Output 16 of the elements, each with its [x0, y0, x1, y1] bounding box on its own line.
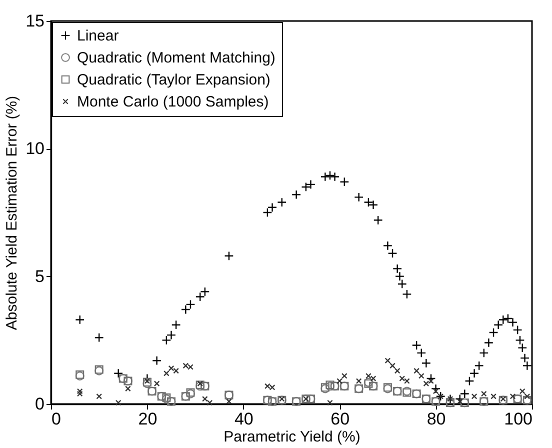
- x-axis-title: Parametric Yield (%): [224, 428, 360, 446]
- y-axis-title: Absolute Yield Estimation Error (%): [4, 96, 21, 330]
- y-tick-label: 15: [26, 12, 44, 30]
- x-tick-label: 20: [138, 410, 158, 428]
- legend-label: Quadratic (Moment Matching): [77, 50, 276, 66]
- y-tick-label: 0: [35, 394, 44, 414]
- x-tick-label: 100: [504, 410, 532, 428]
- legend-label: Quadratic (Taylor Expansion): [77, 72, 270, 88]
- x-tick-label: 80: [426, 410, 446, 428]
- x-tick-label: 60: [330, 410, 350, 428]
- legend-label: Linear: [77, 28, 119, 44]
- y-tick-label: 10: [26, 139, 44, 158]
- x-tick-label: 40: [234, 410, 254, 428]
- y-tick-label: 5: [35, 266, 44, 286]
- legend-label: Monte Carlo (1000 Samples): [77, 94, 269, 110]
- x-tick-label: 0: [52, 410, 61, 428]
